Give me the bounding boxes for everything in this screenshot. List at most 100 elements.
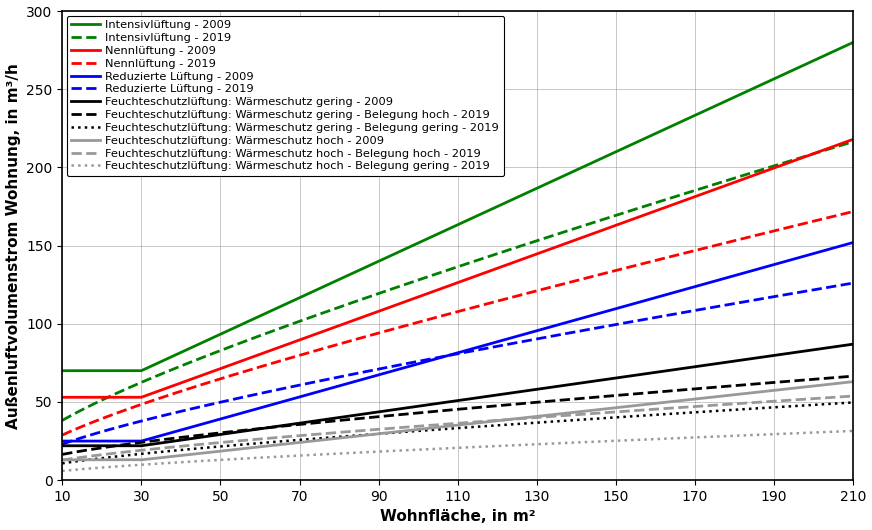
Intensivlüftung - 2009 (674, 119, 685, 126)
Feuchteschutzlüftung: Wärmeschutz hoch - 2009: (147, 45.6): Wärmeschutz hoch - 2009: (147, 45.6) (600, 405, 610, 412)
Feuchteschutzlüftung: Wärmeschutz gering - 2009: (10, 22): Wärmeschutz gering - 2009: (10, 22) (57, 443, 67, 449)
X-axis label: Wohnfläche, in m²: Wohnfläche, in m² (380, 509, 535, 525)
Intensivlüftung - 2009 (405, 243, 416, 250)
Line: Feuchteschutzlüftung: Wärmeschutz hoch - 2009: Feuchteschutzlüftung: Wärmeschutz hoch -… (62, 382, 854, 460)
Intensivlüftung - 2019 (405, 279, 416, 286)
Feuchteschutzlüftung: Wärmeschutz hoch - 2009: (10, 13): Wärmeschutz hoch - 2009: (10, 13) (57, 457, 67, 463)
Feuchteschutzlüftung: Wärmeschutz gering - Belegung hoch - 2019: (90.9, 40.8): Wärmeschutz gering - Belegung hoch - 201… (377, 413, 387, 420)
Reduzierte Lüftung - 2019 (405, 360, 416, 366)
Feuchteschutzlüftung: Wärmeschutz gering - Belegung hoch - 2019: (210, 66.5): Wärmeschutz gering - Belegung hoch - 201… (848, 373, 859, 379)
Nennlüftung - 2019 (674, 251, 685, 258)
Line: Feuchteschutzlüftung: Wärmeschutz hoch - Belegung gering - 2019: Feuchteschutzlüftung: Wärmeschutz hoch -… (62, 431, 854, 471)
Nennlüftung - 2019 (848, 208, 859, 215)
Nennlüftung - 2009 (600, 226, 610, 232)
Feuchteschutzlüftung: Wärmeschutz hoch - Belegung hoch - 2019: (30.4, 19.2): Wärmeschutz hoch - Belegung hoch - 2019:… (138, 447, 148, 453)
Feuchteschutzlüftung: Wärmeschutz hoch - 2009: (170, 51.8): Wärmeschutz hoch - 2009: (170, 51.8) (688, 396, 698, 402)
Feuchteschutzlüftung: Wärmeschutz gering - Belegung hoch - 2019: (170, 58.3): Wärmeschutz gering - Belegung hoch - 201… (688, 386, 698, 392)
Feuchteschutzlüftung: Wärmeschutz hoch - Belegung hoch - 2019: (170, 47): Wärmeschutz hoch - Belegung hoch - 2019:… (688, 403, 698, 410)
Intensivlüftung - 2019 (848, 138, 859, 145)
Feuchteschutzlüftung: Wärmeschutz gering - Belegung gering - 2019: (147, 39.7): Wärmeschutz gering - Belegung gering - 2… (600, 415, 610, 421)
Reduzierte Lüftung - 2009 (848, 240, 859, 246)
Feuchteschutzlüftung: Wärmeschutz hoch - Belegung hoch - 2019: (166, 46.4): Wärmeschutz hoch - Belegung hoch - 2019:… (674, 404, 685, 411)
Reduzierte Lüftung - 2009 (600, 308, 610, 315)
Intensivlüftung - 2019 (377, 289, 387, 296)
Feuchteschutzlüftung: Wärmeschutz gering - Belegung gering - 2019: (10, 10.8): Wärmeschutz gering - Belegung gering - 2… (57, 460, 67, 466)
Feuchteschutzlüftung: Wärmeschutz hoch - 2009: (90.9, 29.9): Wärmeschutz hoch - 2009: (90.9, 29.9) (377, 430, 387, 437)
Intensivlüftung - 2009 (688, 113, 698, 119)
Reduzierte Lüftung - 2009 (377, 370, 387, 377)
Nennlüftung - 2009 (405, 296, 416, 303)
Nennlüftung - 2019 (600, 270, 610, 276)
Line: Nennlüftung - 2009: Nennlüftung - 2009 (62, 139, 854, 398)
Nennlüftung - 2019 (688, 248, 698, 254)
Feuchteschutzlüftung: Wärmeschutz gering - 2009: (90.9, 44): Wärmeschutz gering - 2009: (90.9, 44) (377, 408, 387, 414)
Feuchteschutzlüftung: Wärmeschutz hoch - 2009: (30.4, 13.1): Wärmeschutz hoch - 2009: (30.4, 13.1) (138, 456, 148, 463)
Nennlüftung - 2009 (138, 393, 148, 400)
Feuchteschutzlüftung: Wärmeschutz gering - Belegung hoch - 2019: (98.1, 42.5): Wärmeschutz gering - Belegung hoch - 201… (405, 410, 416, 417)
Feuchteschutzlüftung: Wärmeschutz gering - Belegung hoch - 2019: (147, 53.6): Wärmeschutz gering - Belegung hoch - 201… (600, 393, 610, 400)
Reduzierte Lüftung - 2009 (688, 284, 698, 290)
Nennlüftung - 2009 (848, 136, 859, 143)
Feuchteschutzlüftung: Wärmeschutz gering - 2009: (30.4, 22.2): Wärmeschutz gering - 2009: (30.4, 22.2) (138, 443, 148, 449)
Feuchteschutzlüftung: Wärmeschutz gering - 2009: (210, 87): Wärmeschutz gering - 2009: (210, 87) (848, 341, 859, 347)
Feuchteschutzlüftung: Wärmeschutz hoch - 2009: (166, 50.8): Wärmeschutz hoch - 2009: (166, 50.8) (674, 398, 685, 404)
Feuchteschutzlüftung: Wärmeschutz gering - Belegung hoch - 2019: (166, 57.5): Wärmeschutz gering - Belegung hoch - 201… (674, 387, 685, 393)
Y-axis label: Außenluftvolumenstrom Wohnung, in m³/h: Außenluftvolumenstrom Wohnung, in m³/h (5, 63, 21, 429)
Feuchteschutzlüftung: Wärmeschutz gering - 2009: (170, 72.4): Wärmeschutz gering - 2009: (170, 72.4) (688, 364, 698, 370)
Nennlüftung - 2019 (57, 432, 67, 438)
Feuchteschutzlüftung: Wärmeschutz hoch - Belegung gering - 2019: (90.9, 18.4): Wärmeschutz hoch - Belegung gering - 201… (377, 448, 387, 455)
Feuchteschutzlüftung: Wärmeschutz gering - Belegung gering - 2019: (210, 49.7): Wärmeschutz gering - Belegung gering - 2… (848, 399, 859, 405)
Feuchteschutzlüftung: Wärmeschutz hoch - Belegung gering - 2019: (30.4, 9.94): Wärmeschutz hoch - Belegung gering - 201… (138, 462, 148, 468)
Line: Reduzierte Lüftung - 2009: Reduzierte Lüftung - 2009 (62, 243, 854, 441)
Intensivlüftung - 2019 (674, 192, 685, 199)
Reduzierte Lüftung - 2019 (848, 280, 859, 286)
Feuchteschutzlüftung: Wärmeschutz gering - 2009: (98.1, 46.6): Wärmeschutz gering - 2009: (98.1, 46.6) (405, 404, 416, 411)
Reduzierte Lüftung - 2019 (600, 323, 610, 330)
Feuchteschutzlüftung: Wärmeschutz gering - Belegung hoch - 2019: (10, 16.5): Wärmeschutz gering - Belegung hoch - 201… (57, 451, 67, 457)
Feuchteschutzlüftung: Wärmeschutz hoch - Belegung hoch - 2019: (90.9, 32.7): Wärmeschutz hoch - Belegung hoch - 2019:… (377, 426, 387, 432)
Feuchteschutzlüftung: Wärmeschutz gering - Belegung gering - 2019: (30.4, 16.9): Wärmeschutz gering - Belegung gering - 2… (138, 450, 148, 457)
Feuchteschutzlüftung: Wärmeschutz gering - Belegung gering - 2019: (90.9, 29.8): Wärmeschutz gering - Belegung gering - 2… (377, 430, 387, 437)
Intensivlüftung - 2009 (57, 367, 67, 374)
Feuchteschutzlüftung: Wärmeschutz hoch - Belegung gering - 2019: (10, 5.89): Wärmeschutz hoch - Belegung gering - 201… (57, 468, 67, 474)
Feuchteschutzlüftung: Wärmeschutz gering - Belegung gering - 2019: (98.1, 31.2): Wärmeschutz gering - Belegung gering - 2… (405, 428, 416, 435)
Reduzierte Lüftung - 2009 (674, 288, 685, 294)
Line: Intensivlüftung - 2019: Intensivlüftung - 2019 (62, 142, 854, 420)
Intensivlüftung - 2019 (600, 216, 610, 222)
Intensivlüftung - 2009 (848, 39, 859, 46)
Line: Intensivlüftung - 2009: Intensivlüftung - 2009 (62, 42, 854, 370)
Intensivlüftung - 2009 (600, 154, 610, 160)
Line: Feuchteschutzlüftung: Wärmeschutz gering - Belegung gering - 2019: Feuchteschutzlüftung: Wärmeschutz gering… (62, 402, 854, 463)
Nennlüftung - 2009 (688, 194, 698, 200)
Intensivlüftung - 2009 (138, 367, 148, 373)
Reduzierte Lüftung - 2019 (138, 418, 148, 424)
Nennlüftung - 2019 (138, 401, 148, 407)
Nennlüftung - 2019 (405, 321, 416, 328)
Feuchteschutzlüftung: Wärmeschutz hoch - Belegung hoch - 2019: (10, 12.9): Wärmeschutz hoch - Belegung hoch - 2019:… (57, 457, 67, 463)
Nennlüftung - 2009 (674, 199, 685, 206)
Intensivlüftung - 2019 (688, 188, 698, 194)
Intensivlüftung - 2009 (377, 257, 387, 263)
Feuchteschutzlüftung: Wärmeschutz hoch - Belegung gering - 2019: (210, 31.5): Wärmeschutz hoch - Belegung gering - 201… (848, 428, 859, 434)
Line: Feuchteschutzlüftung: Wärmeschutz gering - Belegung hoch - 2019: Feuchteschutzlüftung: Wärmeschutz gering… (62, 376, 854, 454)
Reduzierte Lüftung - 2009 (138, 437, 148, 444)
Line: Nennlüftung - 2019: Nennlüftung - 2019 (62, 211, 854, 435)
Feuchteschutzlüftung: Wärmeschutz gering - 2009: (147, 64.4): Wärmeschutz gering - 2009: (147, 64.4) (600, 376, 610, 383)
Line: Feuchteschutzlüftung: Wärmeschutz hoch - Belegung hoch - 2019: Feuchteschutzlüftung: Wärmeschutz hoch -… (62, 396, 854, 460)
Reduzierte Lüftung - 2009 (405, 363, 416, 369)
Feuchteschutzlüftung: Wärmeschutz gering - Belegung hoch - 2019: (30.4, 24.3): Wärmeschutz gering - Belegung hoch - 201… (138, 439, 148, 445)
Feuchteschutzlüftung: Wärmeschutz hoch - Belegung hoch - 2019: (147, 43.2): Wärmeschutz hoch - Belegung hoch - 2019:… (600, 410, 610, 416)
Feuchteschutzlüftung: Wärmeschutz hoch - Belegung gering - 2019: (98.1, 19.3): Wärmeschutz hoch - Belegung gering - 201… (405, 447, 416, 453)
Feuchteschutzlüftung: Wärmeschutz gering - Belegung gering - 2019: (170, 43.4): Wärmeschutz gering - Belegung gering - 2… (688, 409, 698, 416)
Intensivlüftung - 2019 (57, 417, 67, 423)
Legend: Intensivlüftung - 2009, Intensivlüftung - 2019, Nennlüftung - 2009, Nennlüftung : Intensivlüftung - 2009, Intensivlüftung … (67, 15, 504, 176)
Feuchteschutzlüftung: Wärmeschutz hoch - 2009: (210, 63): Wärmeschutz hoch - 2009: (210, 63) (848, 378, 859, 385)
Line: Reduzierte Lüftung - 2019: Reduzierte Lüftung - 2019 (62, 283, 854, 444)
Feuchteschutzlüftung: Wärmeschutz gering - 2009: (166, 71.1): Wärmeschutz gering - 2009: (166, 71.1) (674, 366, 685, 372)
Feuchteschutzlüftung: Wärmeschutz hoch - Belegung hoch - 2019: (210, 53.8): Wärmeschutz hoch - Belegung hoch - 2019:… (848, 393, 859, 399)
Feuchteschutzlüftung: Wärmeschutz hoch - Belegung gering - 2019: (147, 24.9): Wärmeschutz hoch - Belegung gering - 201… (600, 438, 610, 444)
Intensivlüftung - 2019 (138, 378, 148, 385)
Reduzierte Lüftung - 2019 (377, 365, 387, 372)
Nennlüftung - 2009 (57, 394, 67, 401)
Reduzierte Lüftung - 2019 (57, 441, 67, 447)
